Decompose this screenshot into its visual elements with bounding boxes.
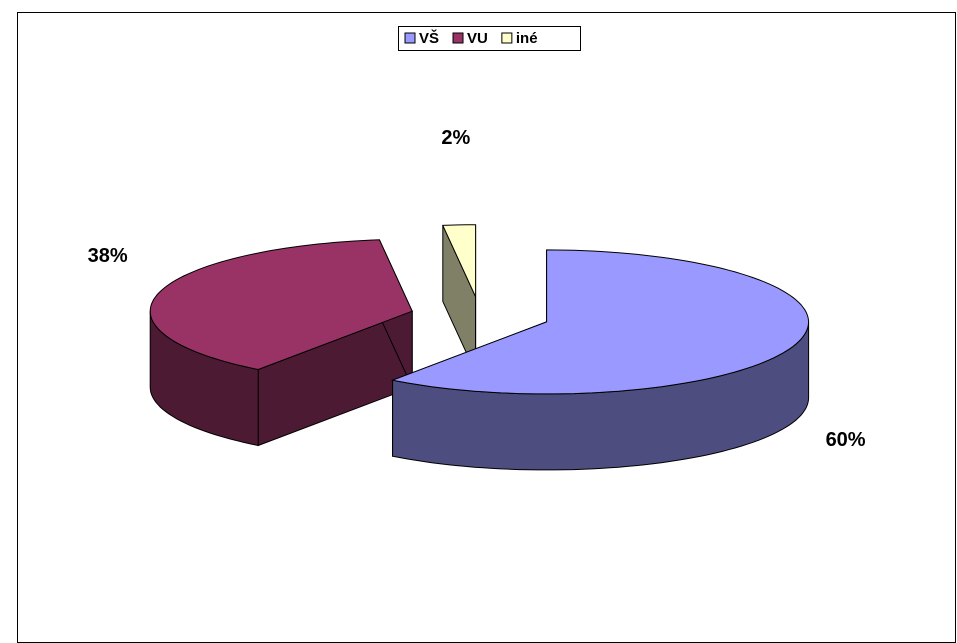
slice <box>442 224 477 298</box>
legend-label: iné <box>516 30 538 47</box>
legend-swatch <box>404 32 416 44</box>
value-label: 2% <box>441 127 470 149</box>
legend-box <box>398 26 581 51</box>
legend: VŠ VU iné <box>398 26 581 51</box>
legend-swatch <box>501 32 513 44</box>
legend-label: VŠ <box>419 29 439 47</box>
slice <box>390 249 810 395</box>
legend-swatch <box>452 32 464 44</box>
value-label: 60% <box>826 429 866 451</box>
value-label: 38% <box>88 245 128 267</box>
slice <box>149 239 413 371</box>
legend-label: VU <box>467 30 488 47</box>
